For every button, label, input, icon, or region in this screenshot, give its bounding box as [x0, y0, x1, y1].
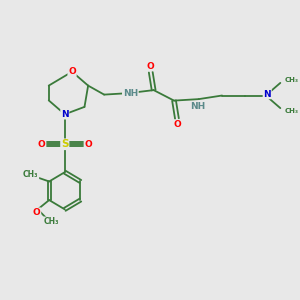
- Text: O: O: [37, 140, 45, 149]
- Text: S: S: [61, 139, 68, 149]
- Text: O: O: [85, 140, 92, 149]
- Text: N: N: [61, 110, 69, 119]
- Text: O: O: [173, 120, 181, 129]
- Text: CH₃: CH₃: [285, 77, 299, 83]
- Text: CH₃: CH₃: [285, 108, 299, 114]
- Text: O: O: [68, 67, 76, 76]
- Text: CH₃: CH₃: [44, 217, 59, 226]
- Text: NH: NH: [190, 102, 205, 111]
- Text: O: O: [33, 208, 41, 217]
- Text: O: O: [147, 61, 154, 70]
- Text: NH: NH: [123, 88, 138, 98]
- Text: CH₃: CH₃: [23, 170, 39, 179]
- Text: N: N: [263, 89, 271, 98]
